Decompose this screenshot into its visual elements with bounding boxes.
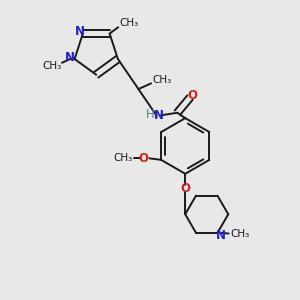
Text: N: N: [216, 229, 226, 242]
Text: CH₃: CH₃: [42, 61, 61, 71]
Text: O: O: [180, 182, 190, 195]
Text: N: N: [154, 110, 164, 122]
Text: H: H: [146, 107, 154, 121]
Text: O: O: [138, 152, 148, 165]
Text: CH₃: CH₃: [119, 18, 138, 28]
Text: CH₃: CH₃: [230, 229, 249, 238]
Text: O: O: [188, 88, 197, 102]
Text: N: N: [75, 25, 85, 38]
Text: CH₃: CH₃: [113, 153, 133, 163]
Text: CH₃: CH₃: [152, 75, 171, 85]
Text: N: N: [65, 51, 75, 64]
